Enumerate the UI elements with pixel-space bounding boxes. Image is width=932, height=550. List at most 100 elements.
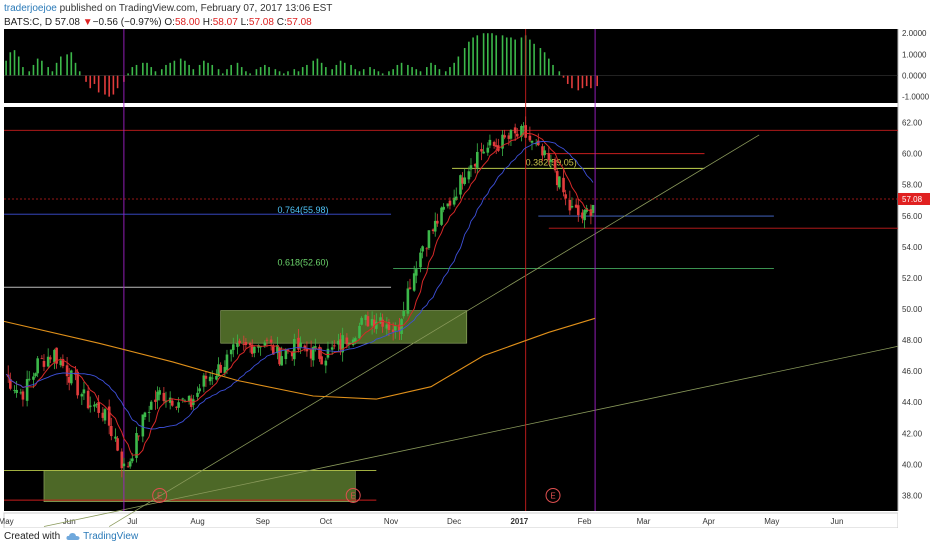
candle-body — [515, 133, 519, 137]
price-panel — [4, 107, 898, 511]
candle-body — [156, 391, 159, 401]
demand-zone — [43, 470, 356, 502]
time-tick-label: 2017 — [510, 517, 528, 526]
candle-body — [9, 378, 12, 389]
candle-body — [574, 204, 578, 208]
candle-body — [503, 135, 506, 138]
candle-body — [48, 357, 52, 360]
fib-level-label: 0.618(52.60) — [277, 258, 328, 268]
candle-body — [276, 344, 279, 354]
candle-body — [318, 346, 321, 359]
ma-slow-line — [3, 317, 596, 400]
candle-body — [406, 288, 410, 314]
candle-body — [13, 390, 16, 391]
osc-tick-label: 1.0000 — [902, 50, 927, 59]
candle-body — [61, 359, 65, 367]
candle-body — [522, 126, 525, 128]
candle-body — [42, 361, 46, 367]
high-value: 58.07 — [212, 17, 238, 28]
candle-body — [414, 269, 418, 276]
osc-tick-label: 2.0000 — [902, 29, 927, 38]
candle-body — [305, 348, 309, 352]
candle-body — [442, 206, 445, 210]
candle-body — [558, 176, 561, 188]
candle-body — [564, 194, 567, 199]
candle-body — [549, 159, 553, 162]
created-with-label: Created with — [4, 531, 61, 542]
tradingview-logo[interactable]: TradingView — [66, 531, 138, 542]
candle-body — [358, 325, 361, 339]
candle-body — [223, 367, 227, 374]
low-value: 57.08 — [248, 17, 274, 28]
candle-body — [27, 378, 31, 380]
candle-body — [400, 319, 403, 335]
price-chart[interactable]: 2.0000 1.0000 0.0000 -1.0000 62.00 60.00 58.00… — [0, 29, 932, 528]
earnings-label: E — [351, 491, 356, 500]
earnings-label: E — [550, 491, 555, 500]
candle-body — [95, 404, 98, 405]
author-link[interactable]: traderjoejoe — [4, 3, 57, 14]
candle-body — [198, 388, 201, 392]
candle-body — [120, 451, 124, 469]
candle-body — [25, 379, 29, 401]
candle-body — [509, 130, 513, 139]
candle-body — [103, 409, 107, 421]
candle-body — [536, 140, 540, 146]
candle-body — [46, 356, 50, 367]
candle-body — [427, 230, 431, 248]
candle-body — [40, 358, 44, 360]
earnings-icon — [152, 487, 168, 503]
candle-body — [131, 458, 134, 462]
candle-body — [480, 149, 483, 152]
time-tick-label: May — [0, 517, 14, 526]
last-price: 57.08 — [54, 17, 80, 28]
price-tick-label: 54.00 — [902, 243, 923, 252]
price-tick-label: 56.00 — [902, 212, 923, 221]
publish-header: traderjoejoe published on TradingView.co… — [4, 2, 332, 15]
candle-body — [217, 364, 220, 377]
candle-body — [570, 205, 574, 208]
candle-body — [116, 438, 119, 451]
candle-body — [229, 349, 233, 355]
price-tick-label: 42.00 — [902, 429, 923, 438]
candle-body — [486, 147, 490, 153]
candle-body — [135, 433, 138, 458]
candle-body — [202, 375, 206, 387]
candle-body — [170, 400, 174, 406]
candle-body — [534, 143, 538, 145]
candle-body — [353, 338, 357, 342]
candle-body — [412, 273, 416, 291]
open-value: 58.00 — [174, 17, 200, 28]
candle-body — [238, 340, 241, 344]
candle-body — [524, 125, 527, 138]
price-tick-label: 46.00 — [902, 367, 923, 376]
candle-body — [19, 392, 23, 394]
time-tick-label: Sep — [256, 517, 271, 526]
candle-body — [248, 343, 252, 346]
candle-body — [231, 344, 235, 351]
candle-body — [196, 392, 199, 397]
candle-body — [70, 370, 73, 384]
candle-body — [425, 248, 429, 250]
osc-tick-label: 0.0000 — [902, 72, 927, 81]
candle-body — [34, 373, 37, 377]
candle-body — [158, 390, 161, 395]
candle-body — [469, 165, 473, 170]
publish-text: published on TradingView.com, February 0… — [56, 3, 333, 14]
candle-body — [181, 398, 185, 400]
candle-body — [67, 376, 71, 383]
candle-body — [393, 326, 397, 331]
candle-body — [528, 135, 532, 141]
candle-body — [473, 164, 477, 167]
candle-body — [86, 390, 90, 409]
candle-body — [421, 246, 424, 252]
candle-body — [341, 335, 344, 353]
candle-body — [454, 196, 458, 200]
candle-body — [513, 127, 517, 134]
candle-body — [149, 401, 153, 410]
candle-body — [385, 324, 389, 329]
candle-body — [297, 337, 300, 350]
candle-body — [253, 347, 256, 354]
candle-body — [475, 151, 479, 168]
candle-body — [520, 126, 523, 137]
